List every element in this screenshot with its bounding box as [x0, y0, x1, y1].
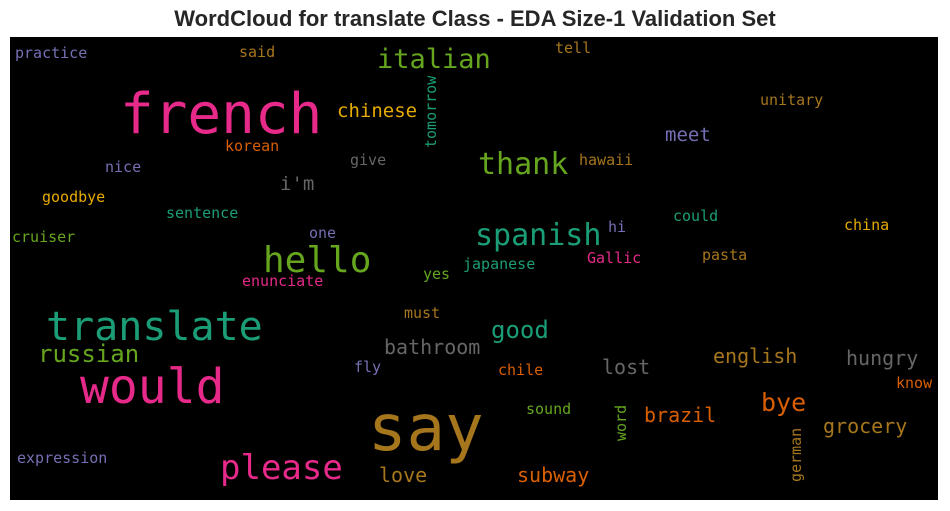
- word-french: french: [120, 82, 323, 147]
- word-japanese: japanese: [463, 255, 536, 273]
- word-love: love: [379, 463, 428, 487]
- word-goodbye: goodbye: [42, 188, 106, 206]
- word-could: could: [673, 207, 719, 225]
- wordcloud-canvas: say french would translate please hello …: [10, 37, 938, 500]
- chart-title: WordCloud for translate Class - EDA Size…: [174, 6, 776, 31]
- word-practice: practice: [15, 44, 88, 62]
- word-english: english: [713, 344, 798, 368]
- word-unitary: unitary: [760, 91, 824, 109]
- word-pasta: pasta: [702, 246, 748, 264]
- word-korean: korean: [225, 137, 280, 155]
- word-russian: russian: [38, 340, 140, 368]
- word-fly: fly: [354, 358, 382, 376]
- word-china: china: [844, 216, 890, 234]
- word-gallic: Gallic: [587, 249, 642, 267]
- word-know: know: [896, 374, 933, 392]
- word-hawaii: hawaii: [579, 151, 634, 169]
- word-lost: lost: [602, 355, 651, 379]
- word-translate: translate: [46, 304, 263, 350]
- word-enunciate: enunciate: [242, 272, 324, 290]
- word-said: said: [239, 43, 276, 61]
- word-say: say: [368, 392, 484, 466]
- word-good: good: [491, 316, 549, 344]
- word-hungry: hungry: [846, 346, 919, 370]
- word-nice: nice: [105, 158, 142, 176]
- word-thank: thank: [478, 147, 569, 182]
- word-give: give: [350, 151, 387, 169]
- word-cruiser: cruiser: [12, 228, 76, 246]
- word-tomorrow: tomorrow: [422, 75, 440, 148]
- word-grocery: grocery: [823, 414, 908, 438]
- word-please: please: [220, 448, 343, 488]
- word-chile: chile: [498, 361, 544, 379]
- word-sound: sound: [526, 400, 572, 418]
- word-would: would: [80, 359, 225, 415]
- word-must: must: [404, 304, 441, 322]
- word-bathroom: bathroom: [384, 335, 481, 359]
- word-one: one: [309, 224, 337, 242]
- word-german: german: [787, 427, 805, 482]
- word-chinese: chinese: [337, 100, 418, 122]
- word-expression: expression: [17, 449, 108, 467]
- word-word: word: [612, 404, 630, 441]
- word-hi: hi: [608, 218, 627, 236]
- word-hello: hello: [263, 240, 372, 281]
- word-meet: meet: [665, 124, 711, 146]
- word-sentence: sentence: [166, 204, 239, 222]
- word-subway: subway: [517, 463, 590, 487]
- word-bye: bye: [761, 388, 807, 417]
- word-yes: yes: [423, 265, 451, 283]
- word-tell: tell: [555, 39, 592, 57]
- word-im: i'm: [280, 173, 315, 195]
- word-brazil: brazil: [644, 403, 717, 427]
- word-spanish: spanish: [475, 218, 602, 253]
- word-italian: italian: [377, 44, 491, 75]
